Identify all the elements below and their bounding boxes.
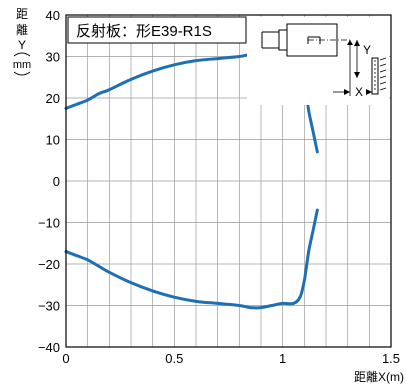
y-tick-label: −30 [38,299,60,314]
y-axis-label-char-1: 距 [16,7,28,21]
y-axis-label-paren-open [13,52,31,57]
dimension-y-marker: Y [347,40,371,78]
y-tick-label: −40 [38,340,60,355]
x-axis-label: 距離X(m) [354,370,404,384]
inset-diagram: Y X [247,17,389,105]
y-tick-label: −10 [38,216,60,231]
title-box: 反射板：形E39-R1S [67,16,247,44]
y-axis-label-paren-close [13,71,31,76]
y-axis-label-unit: mm [13,59,31,71]
sensor-icon [261,23,350,57]
chart-title: 反射板：形E39-R1S [76,22,212,40]
y-tick-label: −20 [38,257,60,272]
y-tick-label: 0 [53,174,60,189]
y-axis-label-char-3: Y [18,38,26,52]
reflector-icon [371,57,387,95]
x-tick-label: 1.5 [382,351,400,366]
dimension-x-marker: X [333,70,372,99]
y-axis-label: 距 離 Y mm [13,7,31,76]
series-line-lower [64,208,319,310]
y-axis-label-char-2: 離 [16,23,28,37]
y-tick-label: 10 [46,133,60,148]
x-tick-label: 1 [279,351,286,366]
y-tick-label: 40 [46,8,60,23]
y-tick-label: 30 [46,50,60,65]
x-tick-label: 0.5 [165,351,183,366]
x-tick-label: 0 [62,351,69,366]
inset-x-label: X [355,85,363,99]
plot-frame [65,14,392,348]
inset-y-label: Y [363,43,371,57]
y-tick-label: 20 [46,91,60,106]
